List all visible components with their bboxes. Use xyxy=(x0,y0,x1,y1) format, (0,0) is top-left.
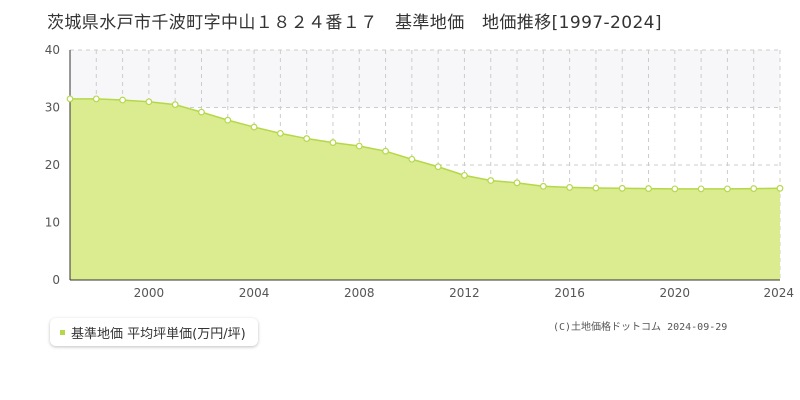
y-tick-label: 30 xyxy=(45,101,60,115)
data-point xyxy=(461,171,468,179)
data-point xyxy=(671,185,679,193)
x-tick-label: 2004 xyxy=(239,286,270,300)
data-point xyxy=(724,185,731,193)
legend-marker-icon xyxy=(60,329,65,335)
data-point xyxy=(566,184,574,191)
data-point xyxy=(355,142,363,150)
y-tick-label: 0 xyxy=(52,273,60,287)
data-point xyxy=(513,179,521,187)
y-tick-label: 20 xyxy=(45,158,60,172)
chart-legend: 基準地価 平均坪単価(万円/坪) xyxy=(50,318,258,346)
data-point xyxy=(276,129,284,137)
data-point xyxy=(487,177,495,184)
x-tick-label: 2000 xyxy=(134,286,165,300)
data-point xyxy=(145,98,153,106)
data-point xyxy=(697,185,705,193)
data-point xyxy=(618,184,626,192)
copyright-text: (C)土地価格ドットコム 2024-09-29 xyxy=(553,322,728,333)
upper-band xyxy=(70,50,780,108)
data-point xyxy=(66,95,74,103)
series-area xyxy=(70,98,780,280)
x-tick-label: 2020 xyxy=(660,286,691,300)
data-point xyxy=(198,108,205,116)
data-point xyxy=(592,184,600,192)
data-point xyxy=(171,101,179,109)
data-point xyxy=(119,96,126,104)
x-tick-label: 2012 xyxy=(449,286,480,300)
data-point xyxy=(382,147,389,155)
data-point xyxy=(408,155,416,163)
data-point xyxy=(329,139,337,146)
data-point xyxy=(776,184,784,192)
data-point xyxy=(224,116,232,124)
x-tick-label: 2008 xyxy=(344,286,375,300)
data-point xyxy=(303,135,311,142)
page-title: 茨城県水戸市千波町字中山１８２４番１７ 基準地価 地価推移[1997-2024] xyxy=(47,13,662,33)
y-tick-label: 40 xyxy=(45,43,60,57)
series-line xyxy=(70,98,781,190)
data-point xyxy=(250,123,258,131)
data-point xyxy=(539,182,547,190)
y-tick-label: 10 xyxy=(45,216,60,230)
legend-label: 基準地価 平均坪単価(万円/坪) xyxy=(71,326,246,342)
x-tick-label: 2024 xyxy=(763,286,794,300)
data-point xyxy=(92,95,100,103)
data-point xyxy=(645,185,652,192)
data-point xyxy=(434,163,442,171)
x-tick-label: 2016 xyxy=(554,286,585,300)
data-point xyxy=(750,185,758,192)
